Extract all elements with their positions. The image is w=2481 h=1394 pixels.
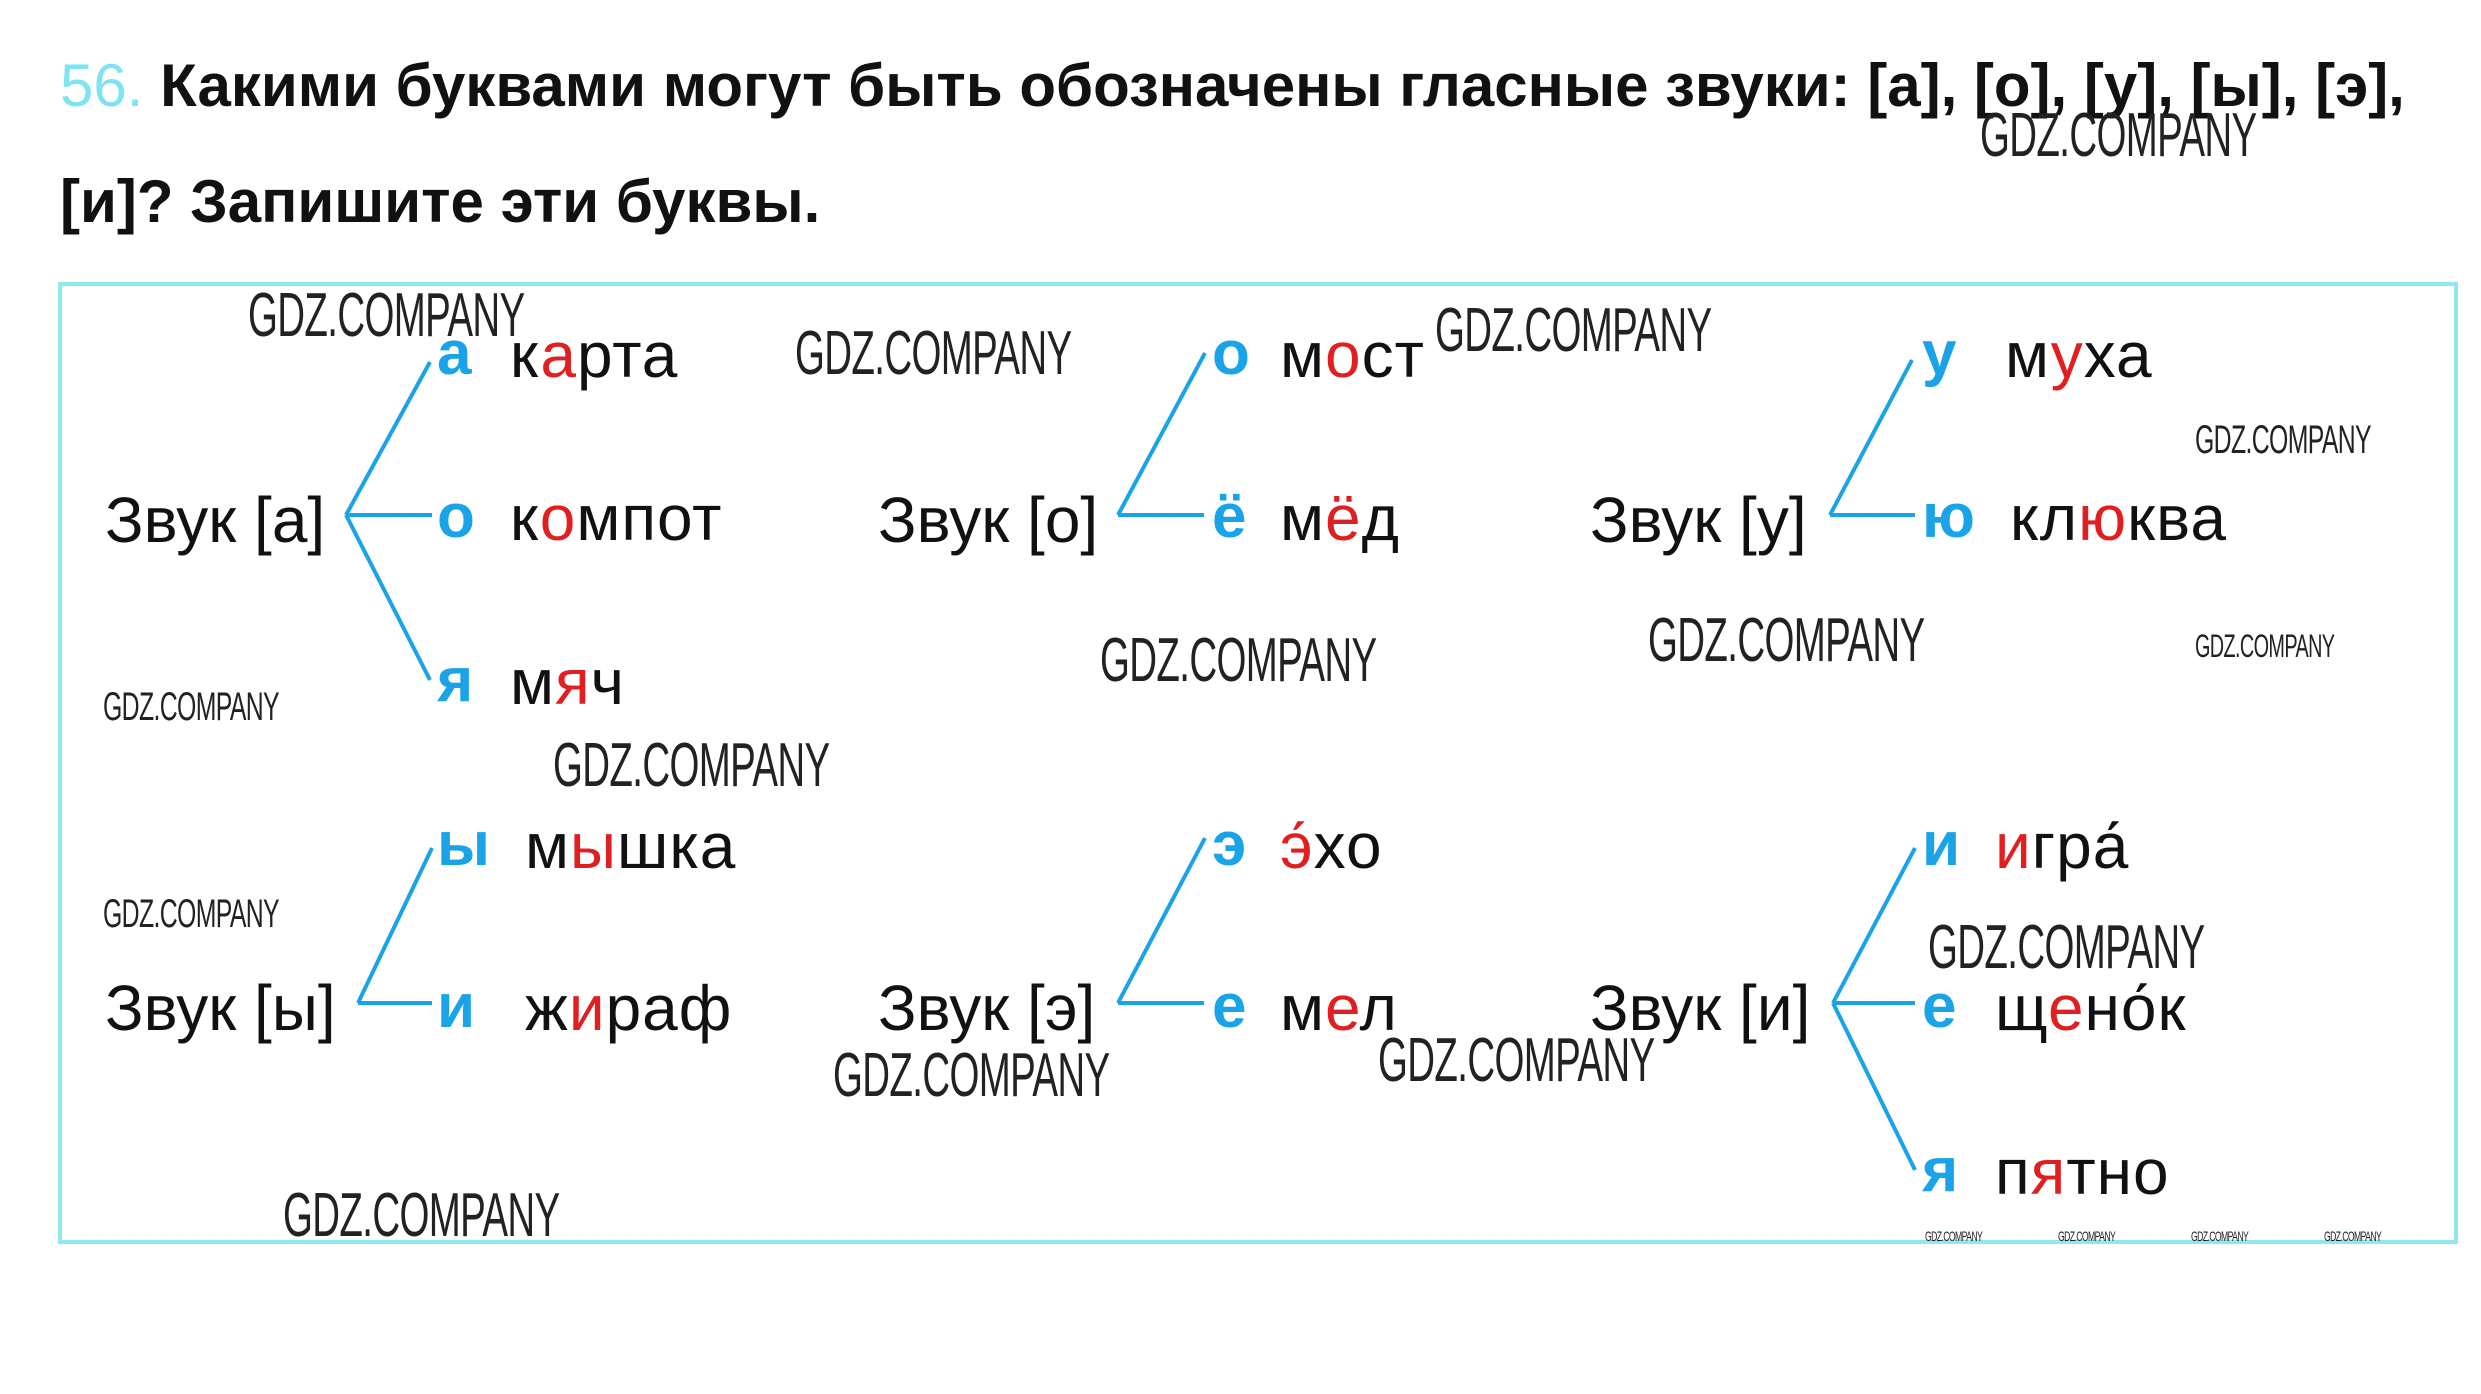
highlighted-vowel: е (1325, 972, 1360, 1044)
watermark: GDZ.COMPANY (1928, 913, 2205, 982)
example-word: муха (2005, 319, 2153, 391)
watermark: GDZ.COMPANY (2195, 418, 2372, 462)
highlighted-vowel: а (540, 319, 577, 391)
highlighted-vowel: ё (1325, 482, 1362, 554)
sound-label: Звук [а] (105, 484, 326, 556)
vowel-letter: и (437, 972, 476, 1041)
question-number: 56. (60, 52, 144, 119)
watermark: GDZ.COMPANY (795, 319, 1072, 388)
watermark: GDZ.COMPANY (1980, 101, 2257, 170)
sound-label: Звук [и] (1590, 972, 1811, 1044)
highlighted-vowel: ы (570, 810, 617, 882)
watermark: GDZ.COMPANY (103, 685, 280, 729)
example-word: пятно (1995, 1136, 2170, 1208)
vowel-letter: о (437, 482, 475, 551)
vowel-letter: э (1212, 810, 1247, 879)
highlighted-vowel: ю (2078, 482, 2128, 554)
watermark: GDZ.COMPANY (103, 892, 280, 936)
watermark: GDZ.COMPANY (2195, 628, 2335, 664)
answer-frame (58, 282, 2458, 1244)
watermark: GDZ.COMPANY (1925, 1228, 1983, 1244)
highlighted-vowel: я (555, 646, 591, 718)
sound-label: Звук [э] (878, 972, 1096, 1044)
example-word: мяч (510, 646, 625, 718)
watermark: GDZ.COMPANY (1378, 1026, 1655, 1095)
highlighted-vowel: э́ (1280, 810, 1314, 882)
highlighted-vowel: и (568, 972, 606, 1044)
watermark: GDZ.COMPANY (283, 1181, 560, 1250)
watermark: GDZ.COMPANY (553, 731, 830, 800)
highlighted-vowel: у (2050, 319, 2084, 391)
vowel-letter: е (1212, 972, 1247, 1041)
watermark: GDZ.COMPANY (2191, 1228, 2249, 1244)
example-word: игра́ (1995, 810, 2130, 882)
example-word: жираф (525, 972, 733, 1044)
sound-label: Звук [о] (878, 484, 1099, 556)
watermark: GDZ.COMPANY (2324, 1228, 2382, 1244)
vowel-letter: я (1922, 1136, 1959, 1205)
example-word: клюква (2010, 482, 2227, 554)
vowel-letter: у (1922, 319, 1957, 388)
highlighted-vowel: я (2030, 1136, 2067, 1208)
example-word: компот (510, 482, 723, 554)
vowel-letter: ю (1922, 482, 1975, 551)
sound-label: Звук [ы] (105, 972, 336, 1044)
example-word: мост (1280, 319, 1425, 391)
watermark: GDZ.COMPANY (833, 1041, 1110, 1110)
vowel-letter: е (1922, 972, 1957, 1041)
vowel-letter: о (1212, 319, 1250, 388)
watermark: GDZ.COMPANY (2058, 1228, 2116, 1244)
example-word: щено́к (1995, 972, 2187, 1044)
watermark: GDZ.COMPANY (1435, 296, 1712, 365)
example-word: э́хо (1280, 810, 1383, 882)
question-line-2: [и]? Запишите эти буквы. (60, 168, 821, 235)
watermark: GDZ.COMPANY (1648, 606, 1925, 675)
example-word: карта (510, 319, 679, 391)
highlighted-vowel: и (1995, 810, 2032, 882)
question-line-1: Какими буквами могут быть обозначены гла… (160, 52, 2405, 119)
highlighted-vowel: о (1325, 319, 1362, 391)
example-word: мел (1280, 972, 1398, 1044)
highlighted-vowel: о (539, 482, 577, 554)
watermark: GDZ.COMPANY (248, 281, 525, 350)
highlighted-vowel: е (2047, 972, 2085, 1044)
vowel-letter: я (437, 646, 474, 715)
vowel-letter: и (1922, 810, 1961, 879)
watermark: GDZ.COMPANY (1100, 626, 1377, 695)
question-text: 56. Какими буквами могут быть обозначены… (60, 28, 2460, 260)
example-word: мёд (1280, 482, 1400, 554)
vowel-letter: ы (437, 810, 490, 879)
sound-label: Звук [у] (1590, 484, 1807, 556)
vowel-letter: а (437, 319, 472, 388)
example-word: мышка (525, 810, 737, 882)
vowel-letter: ё (1212, 482, 1247, 551)
